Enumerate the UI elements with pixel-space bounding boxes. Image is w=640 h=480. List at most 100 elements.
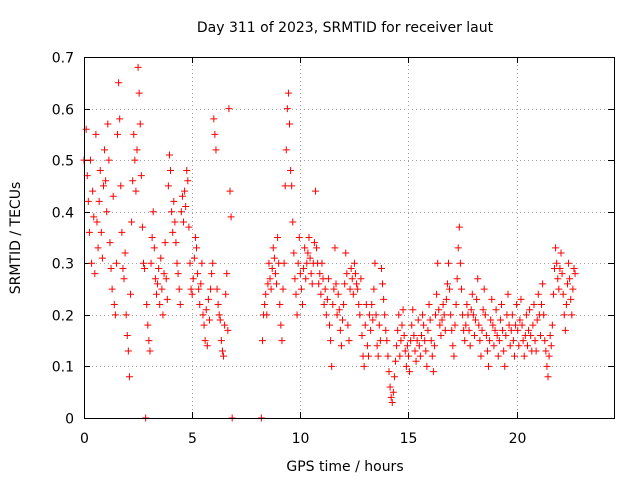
data-point bbox=[456, 259, 464, 267]
data-point bbox=[532, 347, 540, 355]
data-point bbox=[522, 311, 530, 319]
data-point bbox=[304, 249, 312, 257]
data-point bbox=[525, 326, 533, 334]
data-point bbox=[538, 301, 546, 309]
data-point bbox=[175, 285, 183, 293]
data-point bbox=[129, 177, 137, 185]
data-point bbox=[292, 290, 300, 298]
data-point bbox=[543, 362, 551, 370]
data-point bbox=[496, 316, 504, 324]
x-tick-label: 5 bbox=[188, 431, 197, 447]
data-point bbox=[457, 285, 465, 293]
data-point bbox=[424, 326, 432, 334]
data-point bbox=[208, 270, 216, 278]
data-point bbox=[146, 347, 154, 355]
data-point bbox=[137, 172, 145, 180]
data-point bbox=[533, 316, 541, 324]
data-point bbox=[565, 259, 573, 267]
data-point bbox=[355, 301, 363, 309]
data-point bbox=[493, 331, 501, 339]
data-point bbox=[358, 331, 366, 339]
data-point bbox=[82, 125, 90, 133]
x-tick-label: 10 bbox=[292, 431, 310, 447]
data-point bbox=[327, 337, 335, 345]
data-point bbox=[482, 331, 490, 339]
data-point bbox=[223, 270, 231, 278]
data-point bbox=[397, 337, 405, 345]
data-point bbox=[131, 156, 139, 164]
data-point bbox=[320, 301, 328, 309]
data-point bbox=[462, 321, 470, 329]
data-point bbox=[401, 347, 409, 355]
data-point bbox=[281, 182, 289, 190]
data-point bbox=[357, 275, 365, 283]
data-point bbox=[114, 130, 122, 138]
data-point bbox=[297, 285, 305, 293]
data-point bbox=[382, 326, 390, 334]
data-point bbox=[266, 275, 274, 283]
data-point bbox=[508, 311, 516, 319]
data-point bbox=[270, 254, 278, 262]
data-point bbox=[428, 352, 436, 360]
data-point bbox=[120, 275, 128, 283]
data-point bbox=[92, 130, 100, 138]
data-point bbox=[360, 362, 368, 370]
x-tick-label: 0 bbox=[80, 431, 89, 447]
data-point bbox=[170, 197, 178, 205]
data-point bbox=[547, 342, 555, 350]
data-point bbox=[466, 342, 474, 350]
axes: 0 0.1 0.2 0.3 0.4 0.5 0.6 0.7 0 5 10 15 20 bbox=[52, 51, 614, 447]
data-point bbox=[294, 259, 302, 267]
data-point bbox=[318, 259, 326, 267]
data-point bbox=[383, 337, 391, 345]
data-point bbox=[571, 270, 579, 278]
data-point bbox=[205, 316, 213, 324]
data-point bbox=[337, 342, 345, 350]
data-point bbox=[334, 290, 342, 298]
data-point bbox=[308, 280, 316, 288]
data-point bbox=[279, 285, 287, 293]
data-point bbox=[487, 316, 495, 324]
data-point bbox=[570, 264, 578, 272]
data-point bbox=[417, 331, 425, 339]
data-point bbox=[361, 321, 369, 329]
data-point bbox=[176, 301, 184, 309]
data-point bbox=[373, 342, 381, 350]
data-point bbox=[221, 321, 229, 329]
data-point bbox=[267, 285, 275, 293]
data-point bbox=[138, 223, 146, 231]
data-point bbox=[149, 208, 157, 216]
data-point bbox=[124, 347, 132, 355]
data-point bbox=[218, 347, 226, 355]
data-point bbox=[93, 218, 101, 226]
data-point bbox=[354, 285, 362, 293]
data-point bbox=[302, 275, 310, 283]
y-tick-label: 0.5 bbox=[52, 154, 74, 170]
data-point bbox=[467, 306, 475, 314]
data-point bbox=[423, 362, 431, 370]
data-point bbox=[328, 362, 336, 370]
data-point bbox=[94, 244, 102, 252]
data-point bbox=[329, 301, 337, 309]
data-point bbox=[400, 331, 408, 339]
data-point bbox=[276, 301, 284, 309]
data-point bbox=[390, 373, 398, 381]
data-point bbox=[395, 311, 403, 319]
data-point bbox=[502, 331, 510, 339]
data-point bbox=[552, 244, 560, 252]
data-point bbox=[463, 301, 471, 309]
data-point bbox=[217, 337, 225, 345]
data-point bbox=[545, 352, 553, 360]
data-point bbox=[568, 311, 576, 319]
data-point bbox=[199, 311, 207, 319]
data-point bbox=[340, 301, 348, 309]
data-point bbox=[222, 290, 230, 298]
data-point bbox=[332, 280, 340, 288]
data-point bbox=[90, 213, 98, 221]
x-axis-label: GPS time / hours bbox=[286, 459, 403, 475]
data-point bbox=[376, 337, 384, 345]
data-point bbox=[174, 270, 182, 278]
data-point bbox=[385, 368, 393, 376]
data-point bbox=[515, 342, 523, 350]
data-point bbox=[152, 290, 160, 298]
